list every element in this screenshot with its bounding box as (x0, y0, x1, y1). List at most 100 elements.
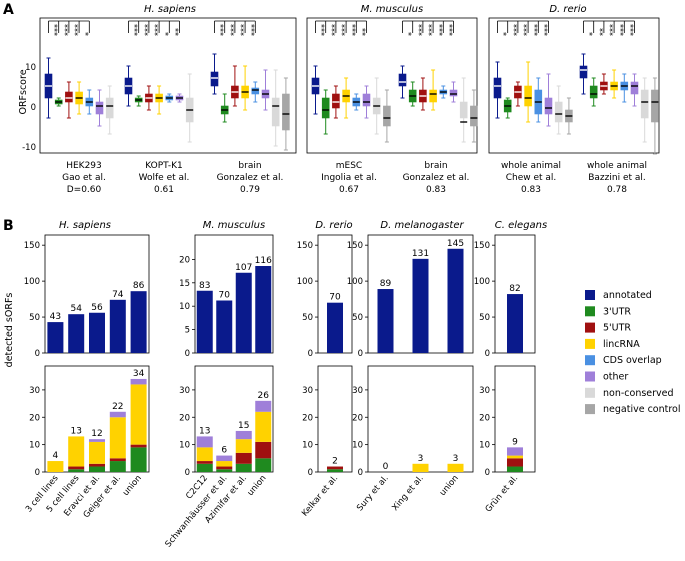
category-label: Sury et al. (355, 474, 391, 514)
panel-b-bars: 0501001500102030051015200102030050100150… (24, 234, 536, 549)
bar-value-label: 56 (91, 303, 103, 313)
group-label-5-line1: brain (424, 161, 447, 171)
ytick-label: 20 (302, 413, 313, 423)
box (383, 105, 391, 127)
ytick-label: 100 (297, 277, 313, 287)
panel-a-title-hsapiens: H. sapiens (144, 4, 196, 15)
box (95, 101, 104, 115)
significance-stars: *** (320, 24, 329, 36)
legend-label-utr5: 5'UTR (603, 323, 631, 334)
significance-stars: *** (438, 24, 447, 36)
bar-value-label: 70 (219, 291, 231, 301)
significance-stars: *** (533, 24, 542, 36)
significance-stars: * (164, 32, 173, 36)
bar-annotated (377, 289, 394, 353)
bar-stack-segment (130, 384, 147, 445)
group-label-4-line1: mESC (336, 161, 362, 171)
bar-axes-bottom (194, 365, 274, 473)
significance-stars: *** (143, 24, 152, 36)
box (282, 93, 290, 131)
significance-stars: *** (63, 24, 72, 36)
bar-annotated (507, 294, 523, 353)
ytick-label: 20 (29, 413, 40, 423)
panel-a-title-mmusculus: M. musculus (361, 4, 423, 15)
ytick-label: 0 (358, 468, 363, 478)
panel-b-title-dmelanogaster: D. melanogaster (380, 220, 464, 231)
legend-swatch (585, 290, 595, 300)
significance-stars: *** (512, 24, 521, 36)
group-label-2-line2: Wolfe et al. (139, 173, 190, 183)
box (640, 89, 649, 119)
significance-stars: *** (428, 24, 437, 36)
significance-stars: *** (448, 24, 457, 36)
ytick-label: 15 (179, 279, 190, 289)
ytick-label: 20 (179, 255, 190, 265)
ytick-label: 50 (352, 313, 363, 323)
bar-total-label: 4 (53, 451, 59, 461)
legend-swatch (585, 338, 595, 349)
bar-value-label: 54 (70, 304, 82, 314)
panel-b-label: B (3, 218, 14, 234)
group-label-1-line3: D=0.60 (67, 185, 102, 195)
bar-total-label: 6 (221, 446, 227, 456)
legend-label-noncons: non-conserved (603, 388, 674, 399)
box (398, 73, 407, 87)
panel-a-ytick: 10 (25, 63, 36, 73)
panel-a-title-drerio: D. rerio (549, 4, 586, 15)
panel-a-ytick: 0 (31, 103, 36, 113)
bar-annotated (130, 291, 147, 353)
box (544, 97, 553, 115)
ytick-label: 150 (347, 241, 363, 251)
box (493, 77, 502, 99)
ytick-label: 0 (35, 349, 40, 359)
bar-value-label: 145 (447, 239, 464, 249)
bar-stack-segment (447, 463, 464, 472)
bar-total-label: 22 (112, 402, 123, 412)
group-label-3-line1: brain (238, 161, 261, 171)
legend-label-other: other (603, 372, 628, 383)
significance-stars: *** (523, 24, 532, 36)
panel-a-axes-drerio (488, 17, 660, 154)
box (429, 89, 437, 103)
group-label-2-line1: KOPT-K1 (145, 161, 182, 171)
box (651, 89, 659, 123)
bar-stack-segment (235, 430, 252, 440)
bar-stack-segment (196, 461, 213, 464)
bar-stack-segment (216, 469, 233, 472)
bar-stack-segment (89, 463, 105, 467)
bar-stack-segment (327, 466, 343, 470)
significance-stars: *** (74, 24, 83, 36)
bar-stack-segment (68, 469, 85, 472)
bar-total-label: 13 (70, 426, 81, 436)
box (524, 85, 532, 107)
bar-stack-segment (507, 447, 523, 456)
panel-a-axes-hsapiens (39, 17, 297, 154)
legend: annotated 3'UTR 5'UTR lincRNA CDS overlap oth… (585, 290, 681, 415)
ytick-label: 0 (35, 468, 40, 478)
ytick-label: 0 (185, 349, 190, 359)
ytick-label: 50 (479, 313, 490, 323)
group-label-7-line2: Bazzini et al. (588, 173, 646, 183)
category-label: Grün et al. (484, 474, 521, 515)
significance-stars: *** (619, 24, 628, 36)
bar-stack-segment (255, 441, 272, 459)
bar-stack-segment (109, 461, 126, 472)
legend-swatch (585, 404, 595, 415)
panel-b-title-celegans: C. elegans (495, 220, 547, 231)
ytick-label: 10 (179, 302, 190, 312)
ytick-label: 0 (485, 468, 490, 478)
ytick-label: 0 (308, 468, 313, 478)
significance-stars: *** (53, 24, 62, 36)
bar-stack-segment (235, 452, 252, 464)
bar-stack-segment (196, 463, 213, 472)
ytick-label: 20 (352, 413, 363, 423)
box (579, 65, 588, 79)
group-label-7-line3: 0.78 (607, 185, 627, 195)
significance-stars: ** (361, 28, 370, 36)
box (362, 93, 371, 107)
ytick-label: 50 (302, 313, 313, 323)
ytick-label: 30 (352, 386, 363, 396)
significance-stars: *** (229, 24, 238, 36)
bar-value-label: 86 (133, 281, 145, 291)
bar-annotated (216, 300, 233, 353)
